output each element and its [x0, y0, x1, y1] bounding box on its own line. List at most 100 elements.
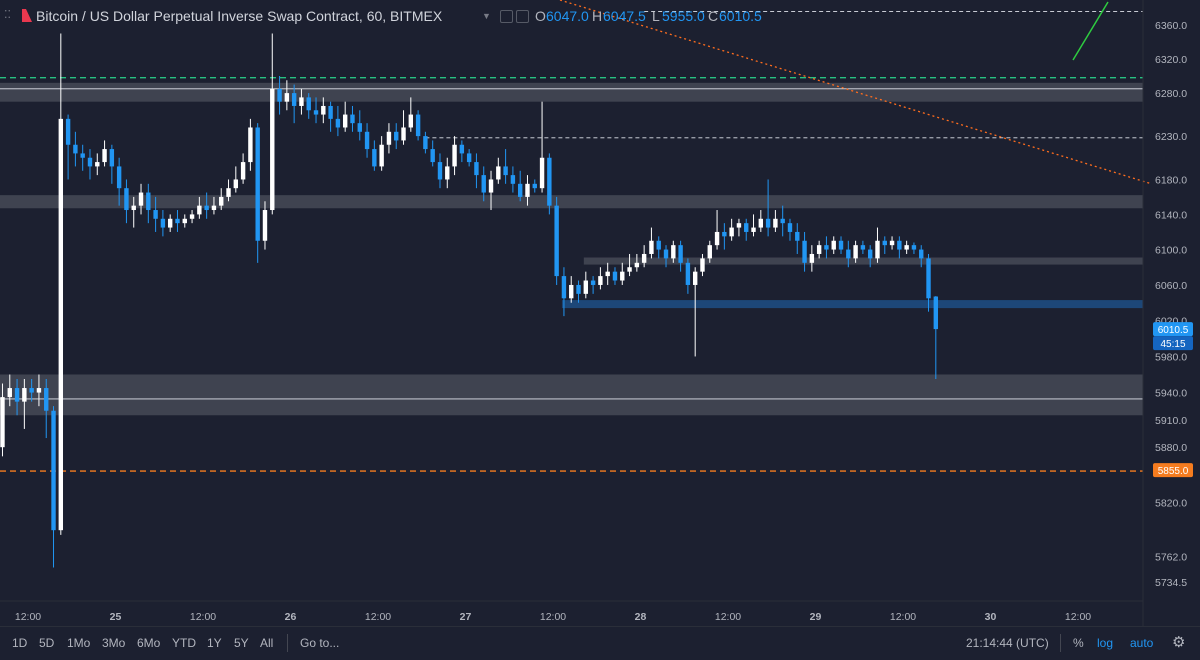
time-axis[interactable]: 12:00 25 12:00 26 12:00 27 12:00 28 12:00 29 12:00…: [15, 611, 1091, 623]
range-1y-button[interactable]: 1Y: [207, 636, 222, 650]
up-candle: [620, 271, 625, 281]
down-candle: [787, 223, 793, 232]
time-tick-label: 26: [285, 611, 297, 623]
ohlc-low-value: 5955.0: [662, 8, 705, 24]
price-tick-label: 6060.0: [1155, 280, 1187, 292]
time-tick-label: 12:00: [15, 611, 41, 623]
range-6mo-button[interactable]: 6Mo: [137, 636, 161, 650]
down-candle: [510, 175, 516, 184]
toolbar-divider: [1060, 634, 1061, 652]
goto-date-button[interactable]: Go to...: [300, 636, 340, 650]
range-1d-button[interactable]: 1D: [12, 636, 28, 650]
price-tick-label: 6180.0: [1155, 174, 1187, 186]
range-ytd-button[interactable]: YTD: [172, 636, 196, 650]
down-candle: [503, 166, 508, 176]
up-candle: [379, 144, 384, 167]
up-candle: [386, 131, 392, 145]
toolbar-divider: [287, 634, 288, 652]
down-candle: [846, 249, 851, 259]
up-candle: [182, 218, 187, 224]
time-tick-label: 28: [635, 611, 647, 623]
down-candle: [561, 276, 567, 299]
price-axis[interactable]: 6360.0 6320.0 6280.0 6230.0 6180.0 6140.0 6100…: [1155, 20, 1187, 589]
log-scale-toggle[interactable]: log: [1097, 636, 1114, 650]
up-candle: [189, 214, 195, 219]
up-candle: [634, 262, 640, 268]
up-candle: [167, 218, 173, 228]
up-candle: [889, 240, 895, 246]
up-candle: [751, 227, 756, 232]
time-tick-label: 12:00: [1065, 611, 1091, 623]
down-candle: [612, 271, 618, 281]
down-candle: [109, 149, 115, 167]
gray-zone: [0, 82, 1143, 102]
down-candle: [744, 223, 749, 232]
down-candle: [678, 245, 683, 263]
up-candle: [539, 157, 545, 189]
down-candle: [656, 240, 661, 250]
down-candle: [415, 114, 421, 137]
up-candle: [700, 258, 705, 272]
settings-icon[interactable]: [500, 10, 513, 23]
down-candle: [474, 162, 479, 176]
green-uptrend-line[interactable]: [1072, 1, 1109, 61]
percent-scale-toggle[interactable]: %: [1073, 636, 1084, 650]
down-candle: [554, 205, 559, 277]
down-candle: [313, 110, 319, 115]
chevron-down-icon[interactable]: ▼: [482, 11, 491, 21]
range-3mo-button[interactable]: 3Mo: [102, 636, 126, 650]
price-tag-label: 6010.5: [1158, 325, 1189, 336]
range-5d-button[interactable]: 5D: [39, 636, 55, 650]
down-candle: [124, 188, 129, 211]
up-candle: [707, 245, 712, 259]
down-candle: [867, 249, 873, 259]
auto-scale-toggle[interactable]: auto: [1130, 636, 1154, 650]
range-1mo-button[interactable]: 1Mo: [67, 636, 91, 650]
down-candle: [765, 218, 771, 228]
range-5y-button[interactable]: 5Y: [234, 636, 249, 650]
symbol-title[interactable]: Bitcoin / US Dollar Perpetual Inverse Sw…: [36, 8, 443, 24]
time-tick-label: 12:00: [365, 611, 391, 623]
orange-downtrend-line[interactable]: [559, 0, 1153, 185]
horizontal-lines[interactable]: [0, 11, 1143, 472]
down-candle: [824, 245, 829, 250]
up-candle: [131, 205, 136, 211]
range-all-button[interactable]: All: [260, 636, 274, 650]
up-candle: [321, 105, 326, 115]
up-candle: [773, 218, 778, 228]
drag-handle-icon[interactable]: ⁚⁚: [4, 9, 11, 21]
up-candle: [729, 227, 734, 237]
time-tick-label: 25: [110, 611, 122, 623]
price-chart[interactable]: 6360.0 6320.0 6280.0 6230.0 6180.0 6140.0 6100…: [0, 0, 1200, 626]
gear-icon[interactable]: ⚙: [1172, 634, 1186, 651]
down-candle: [802, 240, 807, 263]
up-candle: [248, 127, 253, 163]
down-candle: [160, 218, 166, 228]
down-candle: [29, 388, 34, 393]
time-tick-label: 29: [810, 611, 822, 623]
down-candle: [897, 240, 902, 250]
down-candle: [306, 97, 311, 111]
down-candle: [437, 162, 443, 180]
down-candle: [459, 144, 465, 154]
up-candle: [736, 223, 742, 228]
trend-lines[interactable]: [559, 0, 1153, 185]
hide-icon[interactable]: [516, 10, 529, 23]
up-candle: [270, 88, 275, 211]
down-candle: [153, 210, 158, 219]
down-candle: [685, 262, 691, 285]
up-candle: [671, 245, 676, 259]
up-candle: [233, 179, 239, 189]
down-candle: [780, 218, 785, 224]
price-tick-label: 5910.0: [1155, 415, 1187, 427]
price-tick-label: 6320.0: [1155, 54, 1187, 66]
price-tick-label: 5820.0: [1155, 497, 1187, 509]
time-tick-label: 12:00: [715, 611, 741, 623]
price-tick-label: 6280.0: [1155, 88, 1187, 100]
price-tag-bg: [1153, 322, 1193, 337]
down-candle: [350, 114, 355, 124]
down-candle: [517, 183, 523, 197]
time-tick-label: 12:00: [540, 611, 566, 623]
down-candle: [466, 153, 472, 163]
up-candle: [138, 192, 144, 206]
